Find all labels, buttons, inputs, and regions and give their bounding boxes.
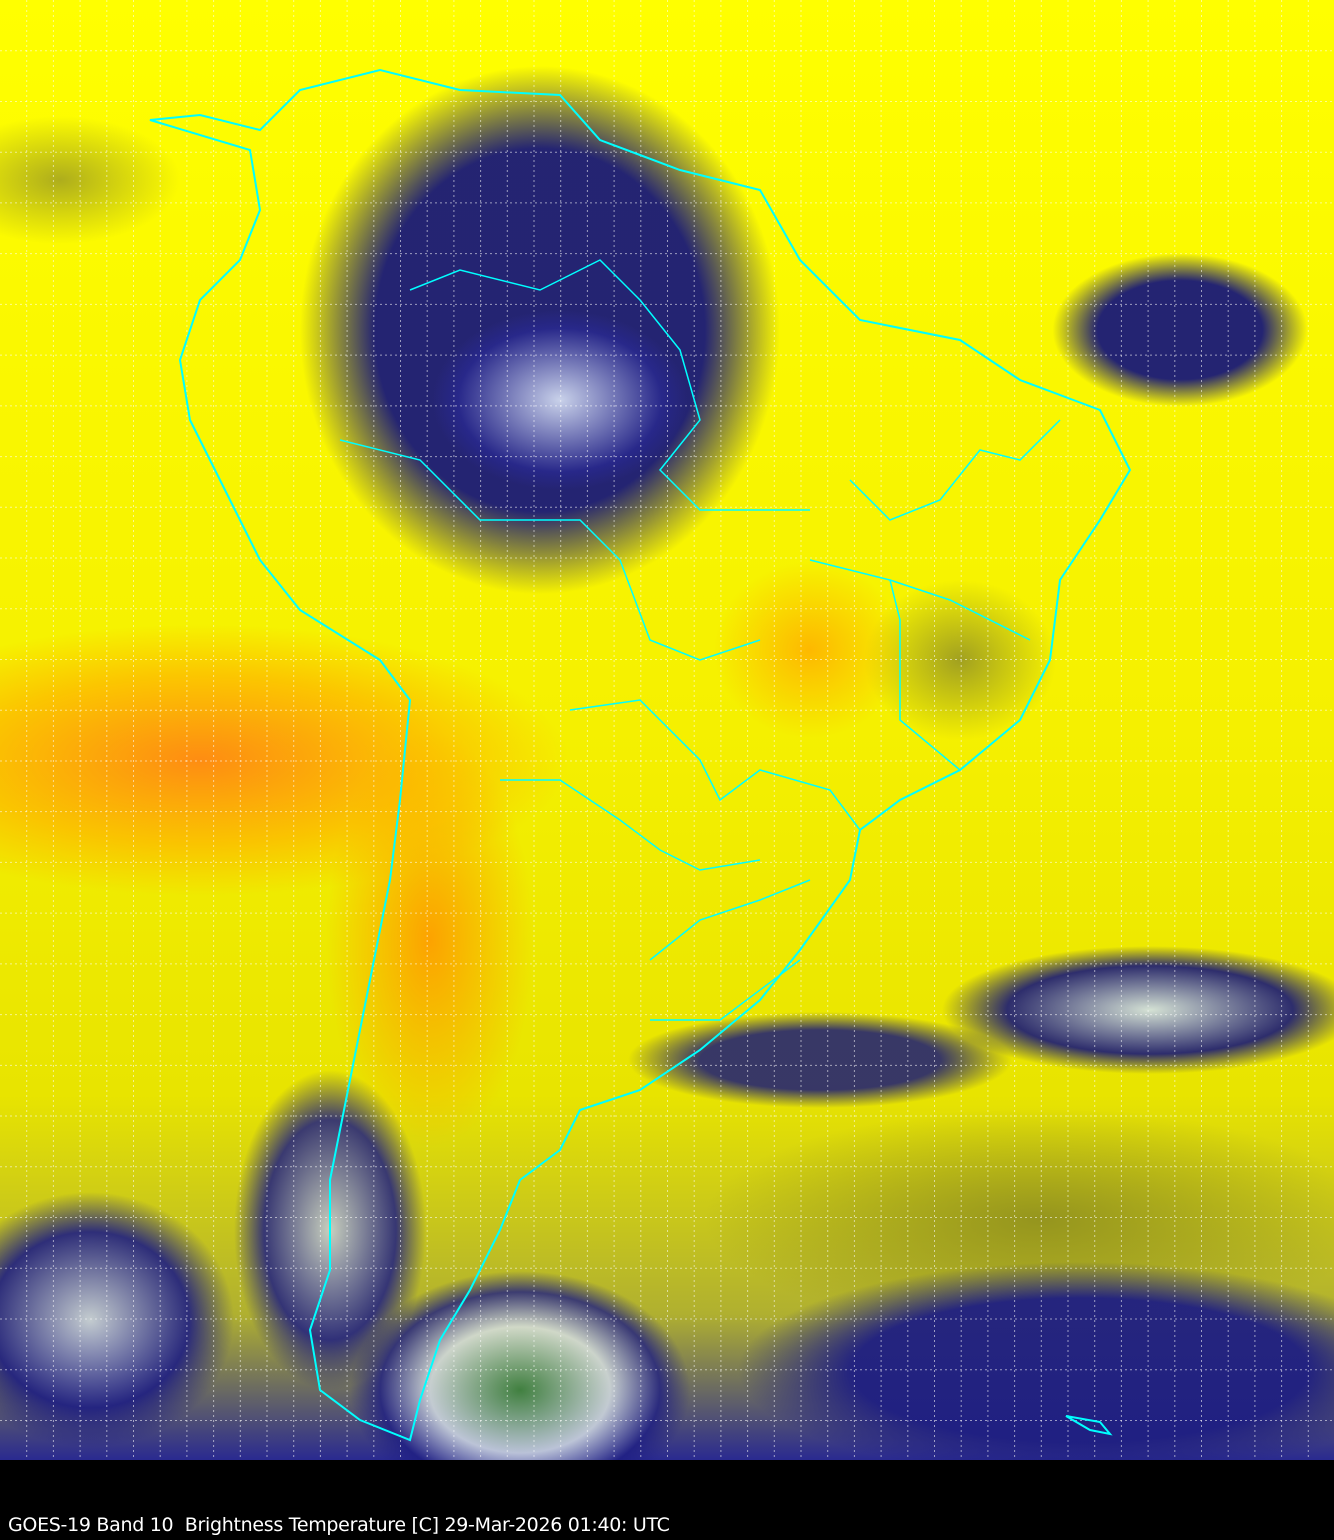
island-outline (1065, 1415, 1113, 1436)
south-america-coastline (149, 68, 1132, 1442)
internal-borders (339, 259, 1061, 1021)
image-caption: GOES-19 Band 10 Brightness Temperature [… (8, 1514, 670, 1536)
country-boundaries (149, 68, 1132, 1442)
lat-lon-grid (0, 0, 1334, 1460)
